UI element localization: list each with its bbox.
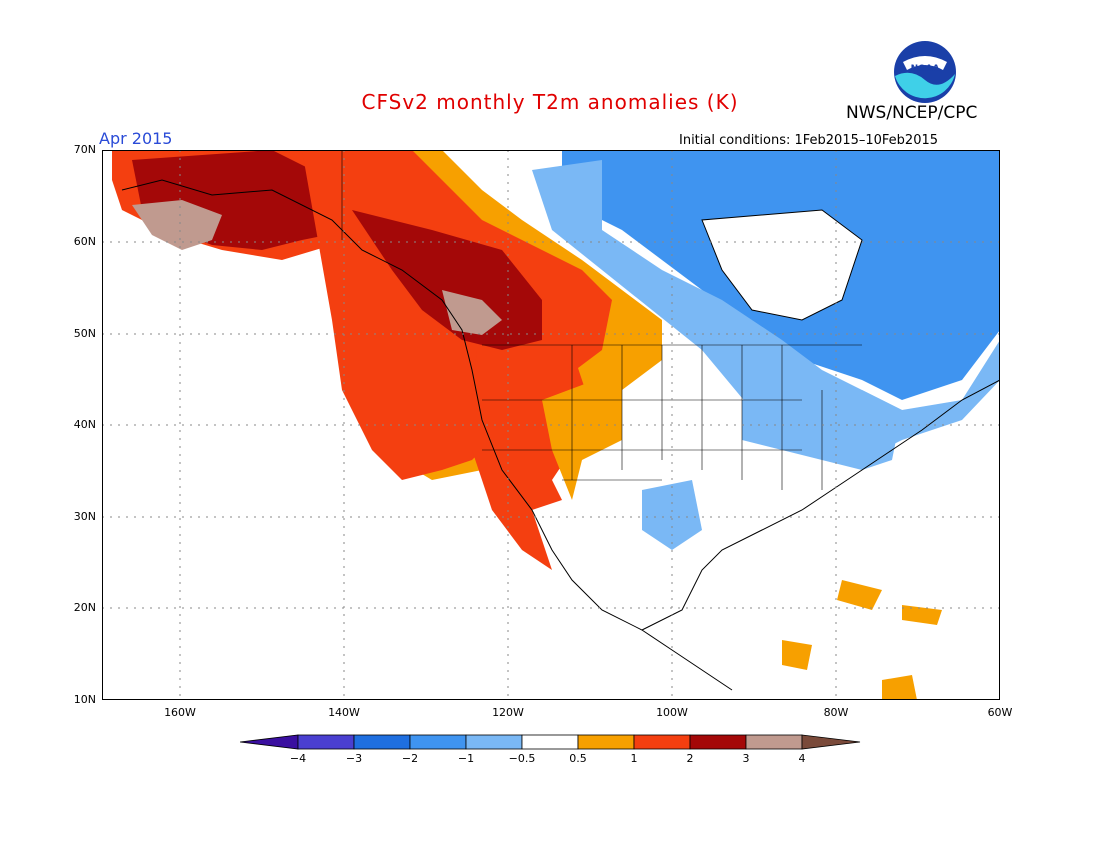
lat-label-10n: 10N bbox=[73, 693, 96, 706]
colorbar-tick-label: 1 bbox=[630, 752, 638, 765]
colorbar-tick-label: −2 bbox=[401, 752, 419, 765]
lon-label-80w: 80W bbox=[823, 706, 849, 719]
colorbar-tick-label: 0.5 bbox=[569, 752, 587, 765]
map-frame bbox=[102, 150, 1000, 700]
bc-extreme-warm-region bbox=[442, 290, 502, 335]
colorbar-swatch bbox=[297, 734, 355, 750]
colorbar-tick-label: −0.5 bbox=[508, 752, 536, 765]
colorbar bbox=[240, 734, 861, 750]
colorbar-swatch bbox=[521, 734, 579, 750]
lat-label-40n: 40N bbox=[73, 418, 96, 431]
central-america-warm-region bbox=[782, 640, 812, 670]
colorbar-swatch bbox=[745, 734, 803, 750]
lat-label-70n: 70N bbox=[73, 143, 96, 156]
southwest-orange-region bbox=[542, 370, 622, 500]
agency-label: NWS/NCEP/CPC bbox=[846, 103, 978, 123]
lat-label-60n: 60N bbox=[73, 235, 96, 248]
lon-label-160w: 160W bbox=[164, 706, 196, 719]
initial-conditions: Initial conditions: 1Feb2015–10Feb2015 bbox=[679, 133, 939, 148]
lon-label-140w: 140W bbox=[328, 706, 360, 719]
alaska-extreme-warm-region bbox=[132, 200, 222, 250]
map-title: CFSv2 monthly T2m anomalies (K) bbox=[361, 90, 739, 114]
lon-label-60w: 60W bbox=[987, 706, 1013, 719]
colorbar-swatch bbox=[353, 734, 411, 750]
graticule bbox=[102, 150, 1000, 700]
political-borders bbox=[341, 150, 862, 490]
noaa-logo: NOAA bbox=[894, 41, 956, 103]
colorbar-arrow-low bbox=[240, 734, 299, 750]
caribbean-warm-region-1 bbox=[837, 580, 882, 610]
colorbar-arrow-high bbox=[801, 734, 861, 750]
colorbar-tick-label: 2 bbox=[686, 752, 694, 765]
forecast-month: Apr 2015 bbox=[99, 129, 173, 148]
colorbar-swatch bbox=[465, 734, 523, 750]
texas-cool-region bbox=[642, 480, 702, 550]
colorbar-tick-label: 3 bbox=[742, 752, 750, 765]
colorbar-swatch bbox=[633, 734, 691, 750]
lat-label-50n: 50N bbox=[73, 327, 96, 340]
coastline bbox=[121, 179, 1000, 691]
colorbar-tick-label: −1 bbox=[457, 752, 475, 765]
south-america-warm-region bbox=[882, 675, 917, 700]
colorbar-tick-label: −4 bbox=[289, 752, 307, 765]
lat-label-20n: 20N bbox=[73, 601, 96, 614]
colorbar-swatch bbox=[689, 734, 747, 750]
lon-label-100w: 100W bbox=[656, 706, 688, 719]
lat-label-30n: 30N bbox=[73, 510, 96, 523]
colorbar-tick-label: −3 bbox=[345, 752, 363, 765]
noaa-logo-text: NOAA bbox=[911, 64, 940, 74]
hudson-bay-white bbox=[702, 210, 862, 320]
caribbean-warm-region-2 bbox=[902, 605, 942, 625]
lon-label-120w: 120W bbox=[492, 706, 524, 719]
map-panel bbox=[102, 150, 1000, 700]
colorbar-swatch bbox=[577, 734, 635, 750]
colorbar-swatch bbox=[409, 734, 467, 750]
colorbar-tick-label: 4 bbox=[798, 752, 806, 765]
